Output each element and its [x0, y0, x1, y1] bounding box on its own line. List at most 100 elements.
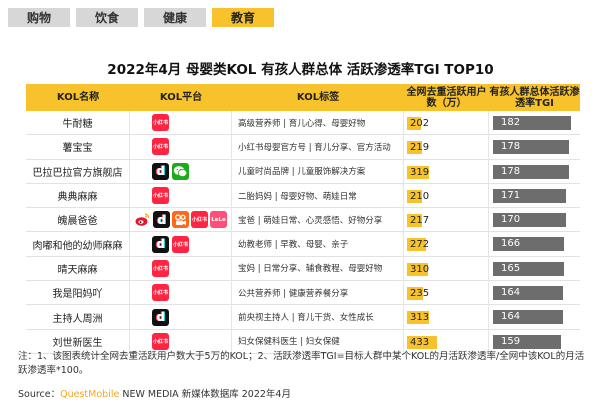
tgi-cell: 164: [489, 281, 580, 304]
table-row: 牛耐糖 小红书 高级营养师 | 育儿心得、母婴好物 202 182: [26, 111, 580, 136]
active-users-cell: 272: [404, 232, 489, 256]
tgi-bar: [493, 213, 566, 228]
tgi-bar: [493, 188, 567, 203]
table-header: KOL名称 KOL平台 KOL标签 全网去重活跃用户数（万） 有孩人群总体活跃渗…: [26, 84, 580, 111]
tgi-bar: [493, 164, 570, 179]
tgi-value: 164: [501, 311, 521, 323]
tgi-value: 159: [501, 335, 521, 347]
active-users-bar: [407, 214, 423, 228]
kol-name: 主持人周洲: [26, 305, 130, 329]
header-kol-platform: KOL平台: [159, 92, 203, 103]
tgi-value: 178: [501, 141, 521, 153]
kol-name: 魄晨爸爸: [26, 208, 130, 232]
active-users-cell: 219: [404, 135, 489, 159]
active-users-cell: 202: [404, 111, 489, 135]
tgi-cell: 165: [489, 257, 580, 280]
active-users-cell: 310: [404, 256, 489, 281]
kol-name: 巴拉巴拉官方旗舰店: [26, 159, 130, 183]
active-users-value: 310: [410, 263, 430, 275]
active-users-cell: 210: [404, 183, 489, 208]
header-kol-tags: KOL标签: [296, 92, 340, 103]
category-tabs: 购物 饮食 健康 教育: [8, 8, 274, 27]
table-row: 主持人周洲 d 前央视主持人 | 育儿干货、女性成长 313 164: [26, 305, 580, 330]
tab-education[interactable]: 教育: [212, 8, 274, 27]
xiaohongshu-icon: 小红书: [152, 332, 169, 350]
kol-tags: 小红书母婴官方号 | 育儿分享、官方活动: [232, 135, 404, 159]
xiaohongshu-icon: 小红书: [152, 187, 169, 205]
tgi-value: 178: [501, 165, 521, 177]
douyin-glyph: d: [156, 310, 165, 325]
table-row: 晴天麻麻 小红书 宝妈 | 日常分享、辅食教程、母婴好物 310 165: [26, 256, 580, 282]
meipai-icon: LeLe: [210, 211, 227, 229]
douyin-icon: d: [152, 235, 169, 253]
kol-platforms: 小红书: [130, 281, 232, 305]
kol-name: 肉嘟和他的幼师麻麻: [26, 232, 130, 256]
kol-platforms: 小红书: [130, 256, 232, 281]
kol-platforms: d: [130, 159, 232, 183]
kol-name: 刘世新医生: [26, 329, 130, 353]
active-users-cell: 313: [404, 305, 489, 329]
active-users-value: 433: [410, 336, 430, 348]
douyin-glyph: d: [156, 164, 165, 179]
kol-tags: 高级营养师 | 育儿心得、母婴好物: [232, 111, 404, 135]
douyin-icon: d: [152, 162, 169, 180]
douyin-glyph: d: [156, 237, 165, 252]
tab-shopping[interactable]: 购物: [8, 8, 70, 27]
wechat-icon: [172, 162, 189, 180]
source-line: Source：QuestMobile NEW MEDIA 新媒体数据库 2022…: [18, 386, 291, 400]
table-body: 牛耐糖 小红书 高级营养师 | 育儿心得、母婴好物 202 182 薯宝宝 小红书 小红书母婴…: [26, 111, 580, 354]
kol-tags: 前央视主持人 | 育儿干货、女性成长: [232, 305, 404, 329]
xiaohongshu-icon: 小红书: [152, 259, 169, 277]
active-users-value: 272: [410, 239, 430, 251]
active-users-bar: [407, 287, 424, 301]
active-users-bar: [407, 189, 422, 203]
kol-name: 晴天麻麻: [26, 256, 130, 281]
active-users-bar: [407, 262, 429, 276]
douyin-glyph: d: [157, 212, 166, 227]
active-users-bar: [407, 165, 430, 179]
table-row: 薯宝宝 小红书 小红书母婴官方号 | 育儿分享、官方活动 219 178: [26, 135, 580, 160]
tab-food[interactable]: 饮食: [76, 8, 138, 27]
table-row: 典典麻麻 小红书 二胎妈妈 | 母婴好物、萌娃日常 210 171: [26, 183, 580, 209]
kol-platforms: 小红书: [130, 135, 232, 159]
active-users-value: 219: [410, 142, 430, 154]
kol-name: 我是阳妈吖: [26, 281, 130, 305]
kol-platforms: 小红书: [130, 329, 232, 353]
tgi-bar: [493, 140, 570, 155]
active-users-bar: [407, 141, 423, 155]
kol-platforms: 小红书: [130, 183, 232, 208]
tgi-cell: 182: [489, 111, 580, 134]
source-brand: QuestMobile: [60, 389, 120, 400]
xiaohongshu-icon: 小红书: [152, 284, 169, 302]
tgi-cell: 170: [489, 208, 580, 231]
header-tgi: 有孩人群总体活跃渗透率TGI: [489, 86, 580, 109]
tgi-bar: [493, 286, 564, 301]
tab-health[interactable]: 健康: [144, 8, 206, 27]
active-users-cell: 433: [404, 329, 489, 353]
tgi-bar: [493, 334, 562, 349]
kuaishou-icon: [172, 211, 189, 229]
active-users-value: 217: [410, 215, 430, 227]
active-users-value: 313: [410, 312, 430, 324]
active-users-bar: [407, 335, 437, 349]
active-users-value: 202: [410, 118, 430, 129]
kol-name: 典典麻麻: [26, 183, 130, 208]
xiaohongshu-icon: 小红书: [152, 114, 169, 132]
tgi-cell: 166: [489, 232, 580, 255]
active-users-bar: [407, 311, 429, 325]
active-users-value: 210: [410, 190, 430, 202]
douyin-icon: d: [152, 308, 169, 326]
kol-table: KOL名称 KOL平台 KOL标签 全网去重活跃用户数（万） 有孩人群总体活跃渗…: [26, 84, 580, 354]
kol-tags: 儿童时尚品牌 | 儿童服饰解决方案: [232, 159, 404, 183]
kol-tags: 二胎妈妈 | 母婴好物、萌娃日常: [232, 183, 404, 208]
active-users-cell: 319: [404, 159, 489, 183]
tgi-value: 170: [501, 214, 521, 226]
header-active-users: 全网去重活跃用户数（万）: [406, 86, 487, 109]
tgi-cell: 159: [489, 330, 580, 353]
tgi-cell: 178: [489, 160, 580, 183]
kol-tags: 幼教老师 | 早教、母婴、亲子: [232, 232, 404, 256]
xiaohongshu-icon: 小红书: [172, 235, 189, 253]
table-row: 魄晨爸爸 d 小红书 LeLe 宝爸 | 萌娃日常、心灵感悟、好物分享 217 170: [26, 208, 580, 233]
kol-platforms: 小红书: [130, 111, 232, 135]
tgi-value: 164: [501, 287, 521, 299]
